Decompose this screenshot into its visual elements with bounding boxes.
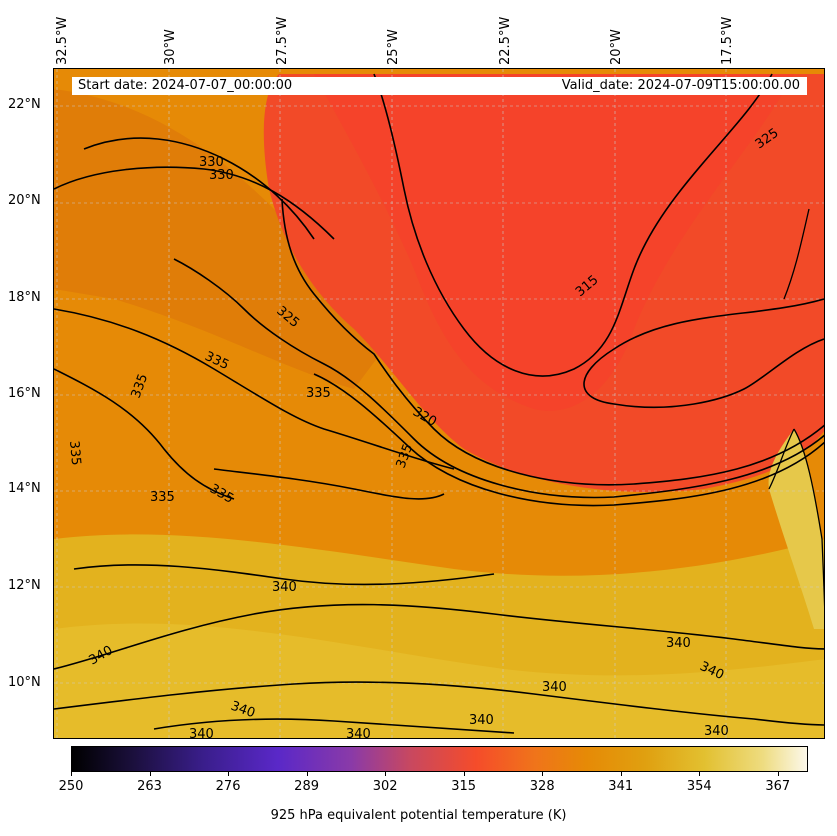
- contour-label: 335: [306, 386, 331, 401]
- map-panel: 330 330 325 325 335 335 335 335 335 335 …: [53, 68, 825, 739]
- northwest-fill: [54, 89, 384, 389]
- lat-label-22n: 22°N: [8, 97, 41, 112]
- contour-label: 330: [199, 155, 224, 170]
- start-date-text: Start date: 2024-07-07_00:00:00: [78, 78, 293, 93]
- colorbar-tick-label: 315: [451, 779, 477, 794]
- colorbar-tick: [228, 772, 230, 776]
- colorbar-title: 925 hPa equivalent potential temperature…: [270, 808, 567, 823]
- theta-e-field-map: 330 330 325 325 335 335 335 335 335 335 …: [54, 69, 824, 739]
- contour-label: 340: [272, 580, 297, 595]
- coastline: [768, 208, 824, 606]
- lon-label-32-5w: 32.5°W: [55, 16, 70, 65]
- contour-label: 340: [469, 713, 494, 728]
- colorbar-tick: [777, 772, 779, 776]
- contour-325: [173, 258, 824, 499]
- contour-340d: [73, 564, 495, 586]
- contour-label: 340: [704, 724, 729, 739]
- valid-date-text: Valid_date: 2024-07-09T15:00:00.00: [561, 78, 800, 93]
- lon-label-30w: 30°W: [163, 29, 178, 65]
- colorbar-tick: [71, 772, 72, 776]
- lat-label-14n: 14°N: [8, 481, 41, 496]
- colorbar-tick: [149, 772, 151, 776]
- land-fill: [768, 429, 824, 629]
- colorbar-tick: [542, 772, 544, 776]
- contour-label: 340: [346, 727, 371, 739]
- moist-south-fill-2: [54, 623, 824, 738]
- contour-315: [373, 73, 773, 377]
- contour-340c: [153, 718, 515, 734]
- colorbar-tick: [463, 772, 465, 776]
- lat-label-16n: 16°N: [8, 386, 41, 401]
- colorbar-tick-label: 367: [765, 779, 791, 794]
- contour-label: 340: [542, 680, 567, 695]
- contour-340: [54, 603, 824, 670]
- colorbar-tick-label: 302: [372, 779, 398, 794]
- colorbar-tick-label: 289: [294, 779, 320, 794]
- contour-315-inner: [583, 298, 824, 409]
- lon-label-27-5w: 27.5°W: [275, 16, 290, 65]
- lat-label-10n: 10°N: [8, 675, 41, 690]
- lat-label-18n: 18°N: [8, 290, 41, 305]
- colorbar-tick-label: 276: [215, 779, 241, 794]
- contour-335: [54, 308, 455, 470]
- colorbar-tick: [620, 772, 622, 776]
- cool-core-inner: [314, 74, 794, 411]
- date-info-box: Start date: 2024-07-07_00:00:00 Valid_da…: [72, 77, 807, 95]
- contour-label: 335: [66, 440, 83, 466]
- contour-325b: [313, 373, 824, 507]
- contour-lines: [54, 73, 824, 734]
- contour-335b: [54, 368, 235, 500]
- lon-label-25w: 25°W: [386, 29, 401, 65]
- colorbar-tick: [306, 772, 308, 776]
- contour-335c: [213, 468, 445, 500]
- contour-label: 330: [209, 168, 234, 183]
- contour-label: 340: [189, 727, 214, 739]
- colorbar-tick: [385, 772, 387, 776]
- colorbar: [71, 746, 808, 772]
- lon-label-17-5w: 17.5°W: [720, 16, 735, 65]
- lat-label-20n: 20°N: [8, 193, 41, 208]
- lat-label-12n: 12°N: [8, 578, 41, 593]
- lon-label-22-5w: 22.5°W: [498, 16, 513, 65]
- colorbar-tick-label: 341: [608, 779, 634, 794]
- colorbar-tick: [699, 772, 701, 776]
- contour-330b: [83, 137, 315, 240]
- colorbar-tick-label: 263: [137, 779, 162, 794]
- contour-320: [281, 198, 824, 486]
- colorbar-tick-label: 328: [529, 779, 555, 794]
- colorbar-tick-label: 354: [686, 779, 712, 794]
- contour-330: [54, 166, 335, 240]
- contour-340b: [54, 681, 824, 726]
- contour-label: 335: [150, 490, 175, 505]
- contour-label: 340: [666, 636, 691, 651]
- colorbar-tick-label: 250: [58, 779, 84, 794]
- graticule: [54, 69, 824, 738]
- lon-label-20w: 20°W: [609, 29, 624, 65]
